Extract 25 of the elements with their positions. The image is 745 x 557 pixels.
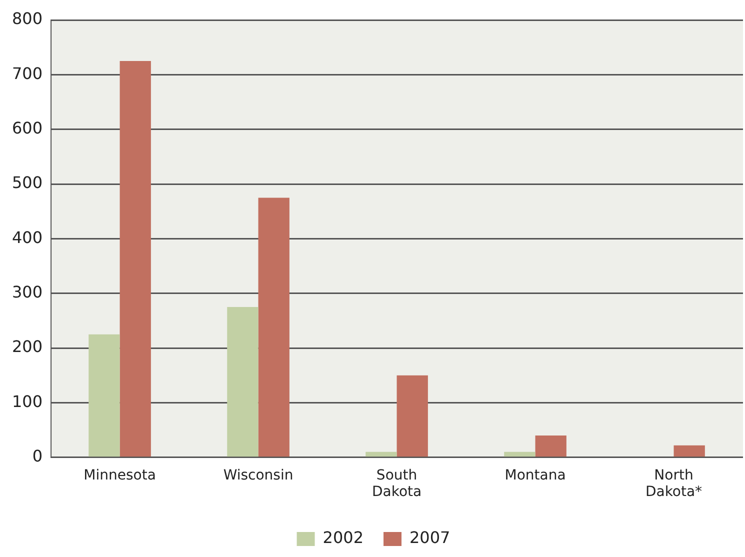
y-tick-label: 0 bbox=[32, 446, 43, 466]
y-tick-label: 400 bbox=[12, 228, 43, 247]
legend-label: 2007 bbox=[410, 528, 450, 548]
bar bbox=[258, 198, 290, 457]
bar bbox=[674, 445, 705, 457]
y-tick-label: 800 bbox=[12, 9, 43, 28]
x-tick-label: Montana bbox=[504, 467, 566, 484]
y-tick-label: 300 bbox=[12, 282, 43, 302]
bar bbox=[396, 375, 428, 457]
bar bbox=[535, 436, 566, 457]
legend-label: 2002 bbox=[322, 528, 364, 548]
x-tick-label: North Dakota* bbox=[645, 467, 702, 500]
y-tick-label: 100 bbox=[12, 392, 43, 411]
bar bbox=[366, 452, 397, 457]
y-tick-label: 200 bbox=[12, 337, 43, 356]
bar bbox=[504, 452, 536, 457]
y-tick-label: 500 bbox=[12, 173, 43, 192]
y-tick-label: 700 bbox=[12, 64, 43, 83]
bar bbox=[120, 61, 151, 457]
x-tick-label: Minnesota bbox=[84, 467, 156, 484]
bar bbox=[227, 307, 258, 457]
y-tick-label: 600 bbox=[12, 118, 43, 138]
x-tick-label: South Dakota bbox=[372, 467, 422, 500]
x-tick-label: Wisconsin bbox=[223, 467, 294, 484]
bar bbox=[88, 334, 120, 457]
